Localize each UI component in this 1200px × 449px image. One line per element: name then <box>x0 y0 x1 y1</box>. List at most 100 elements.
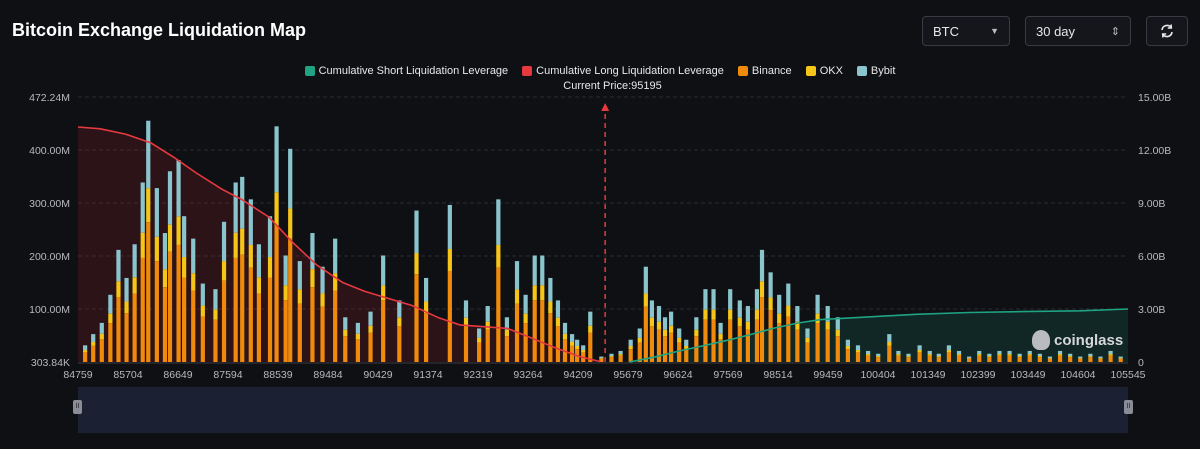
bar-okx <box>1088 356 1093 358</box>
bar-bybit <box>711 289 716 310</box>
bar-okx <box>423 301 429 314</box>
bar-okx <box>343 329 348 337</box>
bar-bybit <box>936 353 941 357</box>
bar-bybit <box>677 328 682 338</box>
bar-okx <box>569 341 575 346</box>
bar-okx <box>637 337 642 343</box>
bar-bybit <box>355 322 361 334</box>
bar-bybit <box>167 171 173 225</box>
bar-okx <box>1027 354 1032 356</box>
navigator-left-handle[interactable]: II <box>73 400 82 414</box>
bar-bybit <box>887 334 892 342</box>
bar-binance <box>540 300 545 362</box>
x-tick-label: 86649 <box>163 369 192 381</box>
bar-bybit <box>1017 353 1022 357</box>
long-area <box>78 127 601 362</box>
bar-okx <box>946 350 952 353</box>
cumulative-long-line <box>77 126 601 363</box>
bar-binance <box>887 345 892 362</box>
bar-binance <box>343 336 348 362</box>
x-tick-label: 84759 <box>63 369 92 381</box>
bar-bybit <box>99 322 104 334</box>
coin-select[interactable]: BTC ▼ <box>922 16 1010 46</box>
bar-binance <box>504 336 510 362</box>
bar-binance <box>108 323 113 362</box>
bar-binance <box>656 329 662 362</box>
bar-binance <box>447 270 452 362</box>
legend-item-binance[interactable]: Binance <box>737 65 792 77</box>
legend-label: OKX <box>819 65 843 77</box>
bar-binance <box>463 326 469 362</box>
bar-bybit <box>485 306 490 322</box>
bar-bybit <box>569 334 575 342</box>
legend-item-okx[interactable]: OKX <box>805 65 843 77</box>
bar-binance <box>896 355 901 362</box>
period-select[interactable]: 30 day ⇕ <box>1025 16 1131 46</box>
bar-binance <box>977 355 982 362</box>
bar-binance <box>283 300 288 362</box>
bar-okx <box>987 356 992 358</box>
bar-bybit <box>628 339 633 346</box>
legend-swatch <box>304 66 315 76</box>
bar-bybit <box>997 350 1002 355</box>
bar-okx <box>562 333 568 340</box>
bar-bybit <box>233 182 238 233</box>
bar-bybit <box>381 255 386 286</box>
bar-bybit <box>777 294 782 314</box>
bar-binance <box>662 336 668 362</box>
bar-binance <box>745 329 750 362</box>
bar-okx <box>1118 358 1123 359</box>
bar-bybit <box>240 176 245 229</box>
bar-binance <box>805 342 810 362</box>
legend-item-bybit[interactable]: Bybit <box>856 65 896 77</box>
x-tick-label: 105545 <box>1110 369 1145 381</box>
refresh-icon <box>1161 24 1173 38</box>
bar-bybit <box>423 277 429 302</box>
bar-okx <box>855 350 861 353</box>
bar-binance <box>694 336 699 362</box>
bar-binance <box>835 336 840 362</box>
bar-okx <box>711 309 716 320</box>
bar-okx <box>200 305 205 317</box>
bar-okx <box>397 317 402 327</box>
bar-binance <box>1108 355 1113 362</box>
bar-okx <box>167 224 173 252</box>
bar-okx <box>1108 354 1113 356</box>
y-left-tick-label: 400.00M <box>29 145 70 157</box>
bar-okx <box>162 269 168 288</box>
bar-okx <box>599 358 604 359</box>
bar-bybit <box>599 356 604 359</box>
y-right-tick-label: 6.00B <box>1138 251 1165 263</box>
bar-binance <box>146 222 151 362</box>
bar-bybit <box>917 345 922 351</box>
bar-okx <box>581 350 586 353</box>
bar-bybit <box>745 306 750 322</box>
bar-bybit <box>176 160 181 217</box>
bar-okx <box>668 325 674 333</box>
bar-okx <box>956 354 962 356</box>
navigator-right-handle[interactable]: II <box>1124 400 1133 414</box>
bar-binance <box>124 313 129 362</box>
bar-binance <box>1037 357 1042 362</box>
bar-binance <box>414 274 419 362</box>
bar-binance <box>532 300 537 362</box>
watermark-text: coinglass <box>1054 331 1124 349</box>
bar-bybit <box>1047 356 1053 359</box>
bar-okx <box>737 317 742 327</box>
bar-okx <box>1007 354 1012 356</box>
bar-bybit <box>108 294 113 314</box>
bar-bybit <box>1027 350 1032 355</box>
legend-item-short[interactable]: Cumulative Short Liquidation Leverage <box>304 65 508 77</box>
bar-bybit <box>668 311 674 326</box>
bar-bybit <box>575 339 580 346</box>
legend-label: Bybit <box>870 65 896 77</box>
bar-binance <box>333 290 338 362</box>
legend-item-long[interactable]: Cumulative Long Liquidation Leverage <box>522 65 724 77</box>
bar-binance <box>1078 358 1083 362</box>
bar-okx <box>643 293 648 307</box>
refresh-button[interactable] <box>1146 16 1188 46</box>
bar-binance <box>1047 358 1053 362</box>
bar-okx <box>504 329 510 337</box>
bar-binance <box>845 349 850 362</box>
range-navigator[interactable]: II II <box>73 387 1133 433</box>
